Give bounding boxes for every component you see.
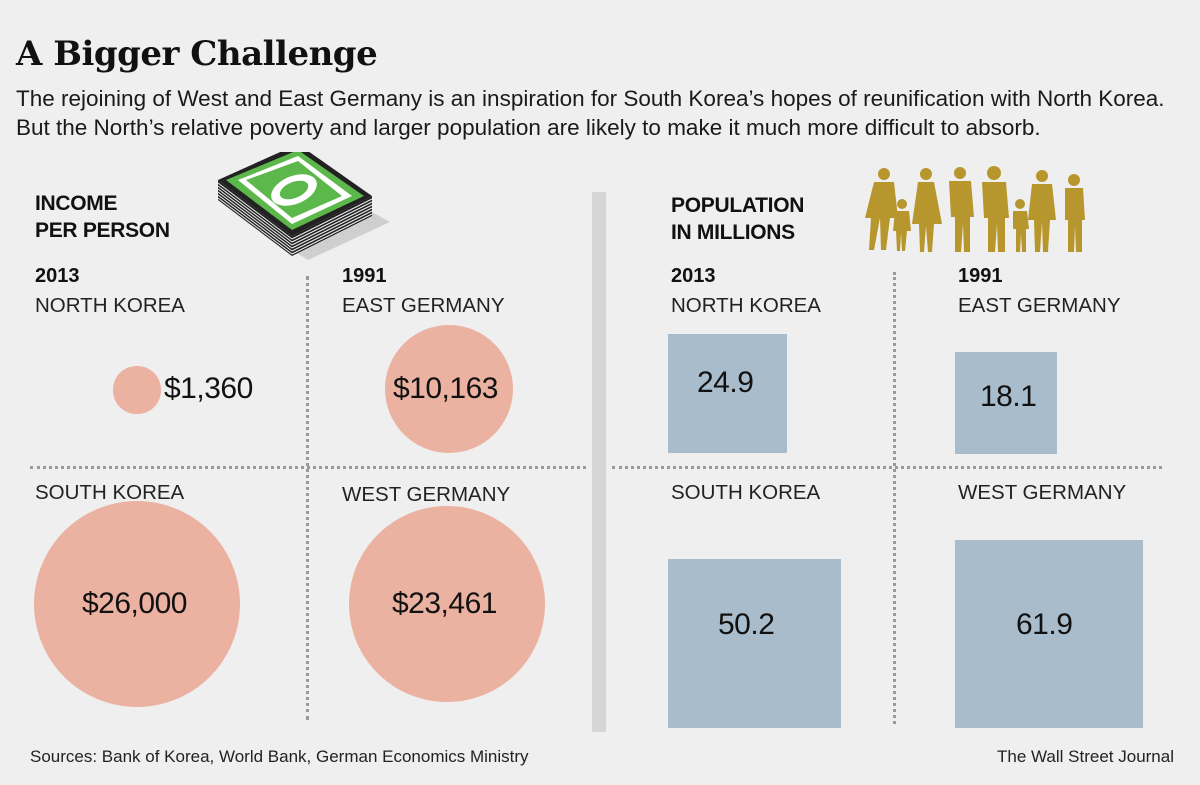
income-country-west-germany: WEST GERMANY xyxy=(342,483,511,506)
income-circle-east-germany xyxy=(384,324,514,454)
income-circle-north-korea xyxy=(113,366,161,414)
income-value-west-germany: $23,461 xyxy=(392,587,497,620)
population-value-west-germany: 61.9 xyxy=(1016,608,1073,641)
income-country-south-korea: SOUTH KOREA xyxy=(35,481,185,504)
income-year-1991: 1991 xyxy=(342,265,387,287)
income-heading-line1: INCOME xyxy=(35,192,118,215)
subtitle: The rejoining of West and East Germany i… xyxy=(16,86,1165,140)
income-circle-west-germany xyxy=(349,506,545,702)
income-horizontal-grid xyxy=(30,466,586,469)
population-heading-line2: IN MILLIONS xyxy=(671,221,795,244)
population-year-2013: 2013 xyxy=(671,265,716,287)
income-country-north-korea: NORTH KOREA xyxy=(35,294,185,317)
income-circle-south-korea xyxy=(34,501,240,707)
income-country-east-germany: EAST GERMANY xyxy=(342,294,505,317)
page-title: A Bigger Challenge xyxy=(16,34,378,74)
population-square-west-germany xyxy=(955,540,1143,728)
population-vertical-grid xyxy=(893,272,896,724)
population-country-west-germany: WEST GERMANY xyxy=(958,481,1127,504)
publisher-credit: The Wall Street Journal xyxy=(997,747,1174,766)
population-heading: POPULATION IN MILLIONS xyxy=(671,192,804,246)
income-value-south-korea: $26,000 xyxy=(82,587,187,620)
population-heading-line1: POPULATION xyxy=(671,194,805,217)
population-square-south-korea xyxy=(668,558,841,728)
population-value-east-germany: 18.1 xyxy=(980,380,1037,413)
population-value-south-korea: 50.2 xyxy=(718,608,775,641)
income-heading-line2: PER PERSON xyxy=(35,219,170,242)
people-silhouettes-icon xyxy=(865,166,1085,252)
section-divider xyxy=(592,192,606,732)
population-square-east-germany xyxy=(955,352,1057,454)
population-country-north-korea: NORTH KOREA xyxy=(671,294,821,317)
income-vertical-grid xyxy=(306,276,309,720)
income-heading: INCOME PER PERSON xyxy=(35,190,170,244)
population-country-south-korea: SOUTH KOREA xyxy=(671,481,821,504)
sources-note: Sources: Bank of Korea, World Bank, Germ… xyxy=(30,747,529,766)
population-year-1991: 1991 xyxy=(958,265,1003,287)
population-square-north-korea xyxy=(668,333,788,453)
income-value-east-germany: $10,163 xyxy=(393,372,498,405)
money-stack-icon xyxy=(217,152,390,260)
population-horizontal-grid xyxy=(612,466,1162,469)
income-year-2013: 2013 xyxy=(35,265,80,287)
population-country-east-germany: EAST GERMANY xyxy=(958,294,1121,317)
income-value-north-korea: $1,360 xyxy=(164,372,253,405)
population-value-north-korea: 24.9 xyxy=(697,366,754,399)
